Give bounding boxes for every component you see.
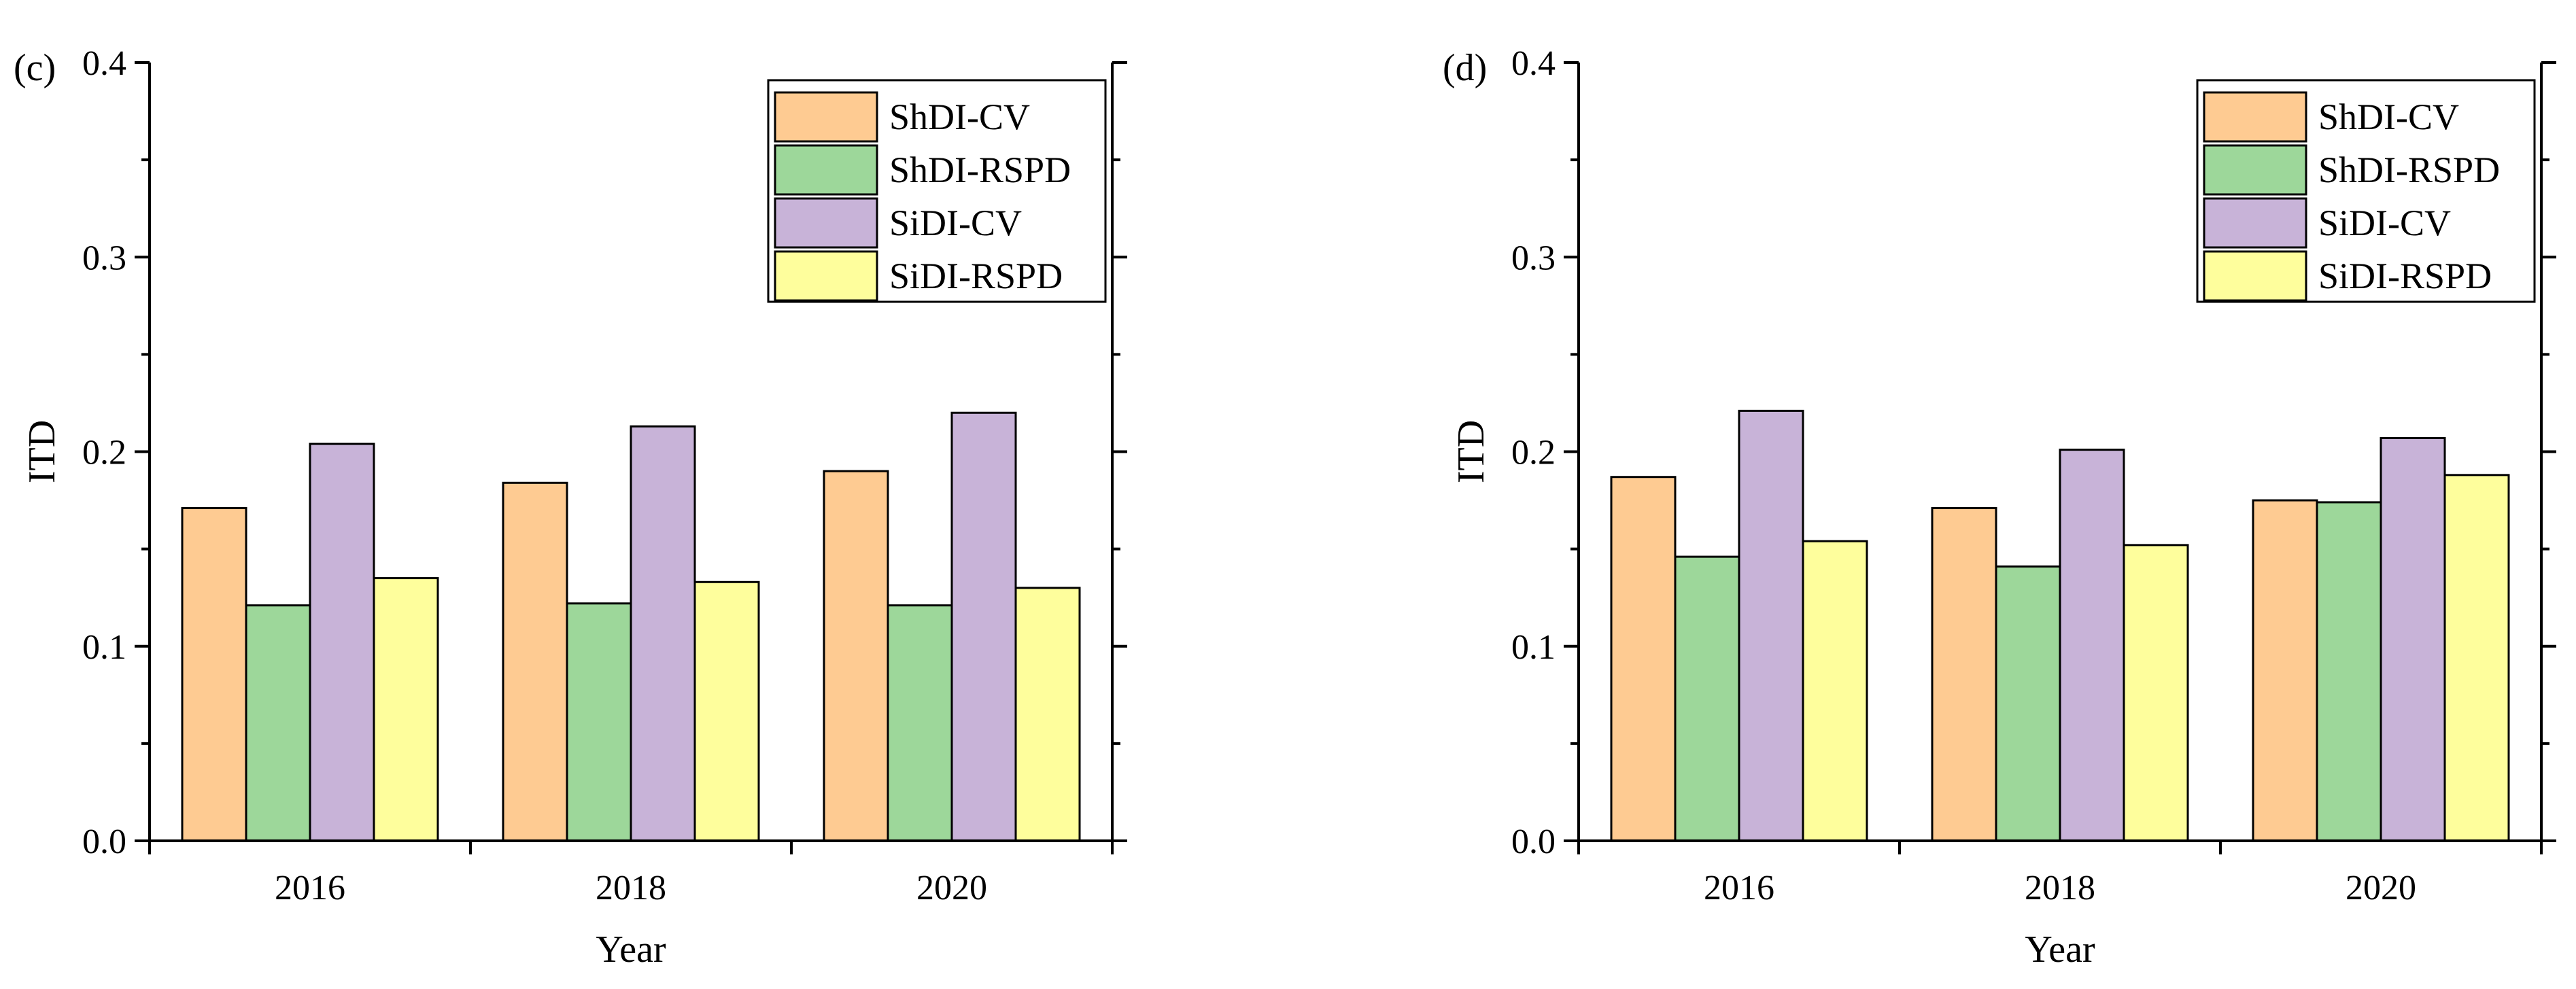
- bar-shdi-cv-2020: [2252, 499, 2318, 842]
- bar-shdi-cv-2018: [502, 481, 568, 842]
- x-tick-label: 2016: [1704, 869, 1774, 907]
- bar-sidi-cv-2016: [309, 443, 375, 842]
- panel-label: (d): [1443, 47, 1487, 89]
- legend-label-sidi-cv: SiDI-CV: [2318, 203, 2451, 243]
- y-tick-label: 0.0: [82, 822, 126, 861]
- bar-shdi-rspd-2020: [887, 604, 953, 842]
- bar-sidi-rspd-2020: [2443, 474, 2510, 842]
- y-tick-label: 0.1: [1511, 628, 1556, 667]
- y-tick-label: 0.0: [1511, 822, 1556, 861]
- legend-swatch-sidi-rspd: [774, 250, 878, 302]
- x-tick-label: 2020: [2346, 869, 2416, 907]
- legend-swatch-shdi-cv: [774, 91, 878, 143]
- y-tick-label: 0.4: [82, 44, 126, 83]
- x-tick-label: 2018: [596, 869, 666, 907]
- bar-sidi-rspd-2020: [1014, 587, 1081, 842]
- legend-label-sidi-rspd: SiDI-RSPD: [2318, 256, 2492, 296]
- y-tick-label: 0.3: [82, 239, 126, 277]
- legend: ShDI-CV ShDI-RSPD SiDI-CV SiDI-RSPD: [767, 79, 1107, 303]
- legend-swatch-shdi-cv: [2203, 91, 2307, 143]
- x-tick-label: 2018: [2025, 869, 2095, 907]
- bar-sidi-cv-2016: [1738, 409, 1804, 842]
- bar-shdi-rspd-2016: [245, 604, 311, 842]
- legend: ShDI-CV ShDI-RSPD SiDI-CV SiDI-RSPD: [2196, 79, 2536, 303]
- legend-label-shdi-cv: ShDI-CV: [2318, 97, 2459, 137]
- x-axis-title: Year: [2025, 929, 2095, 971]
- bar-sidi-cv-2020: [2380, 436, 2446, 842]
- y-tick-label: 0.1: [82, 628, 126, 667]
- bar-shdi-rspd-2016: [1674, 555, 1740, 842]
- y-tick-label: 0.2: [1511, 434, 1556, 472]
- bar-sidi-rspd-2016: [1802, 540, 1868, 842]
- y-tick-label: 0.4: [1511, 44, 1556, 83]
- y-axis-title: ITD: [21, 420, 63, 483]
- legend-swatch-sidi-cv: [2203, 197, 2307, 249]
- panel-label: (c): [14, 47, 56, 89]
- x-tick-label: 2020: [916, 869, 987, 907]
- y-tick-label: 0.2: [82, 434, 126, 472]
- bar-shdi-rspd-2018: [1995, 565, 2061, 842]
- bar-shdi-cv-2018: [1931, 507, 1997, 842]
- legend-swatch-sidi-cv: [774, 197, 878, 249]
- x-tick-label: 2016: [275, 869, 345, 907]
- chart-panel-c: 0.0 0.1 0.2 0.3 0.4 2016 2018 2020 Year ITD (c) ShD…: [14, 44, 1127, 971]
- legend-swatch-sidi-rspd: [2203, 250, 2307, 302]
- legend-swatch-shdi-rspd: [774, 144, 878, 196]
- legend-label-shdi-cv: ShDI-CV: [889, 97, 1030, 137]
- bar-shdi-cv-2020: [823, 470, 889, 842]
- x-axis-title: Year: [596, 929, 666, 971]
- y-tick-label: 0.3: [1511, 239, 1556, 277]
- legend-swatch-shdi-rspd: [2203, 144, 2307, 196]
- bar-sidi-cv-2018: [2059, 449, 2125, 842]
- bar-sidi-cv-2018: [630, 425, 696, 842]
- chart-panel-d: 0.0 0.1 0.2 0.3 0.4 2016 2018 2020 Year ITD (d) ShD…: [1443, 44, 2556, 971]
- bar-shdi-cv-2016: [181, 507, 247, 842]
- bar-sidi-cv-2020: [950, 411, 1017, 842]
- y-axis-title: ITD: [1450, 420, 1492, 483]
- legend-label-sidi-cv: SiDI-CV: [889, 203, 1022, 243]
- bar-shdi-cv-2016: [1610, 476, 1677, 842]
- bar-shdi-rspd-2020: [2316, 501, 2382, 842]
- legend-label-shdi-rspd: ShDI-RSPD: [889, 150, 1071, 190]
- legend-label-shdi-rspd: ShDI-RSPD: [2318, 150, 2500, 190]
- legend-label-sidi-rspd: SiDI-RSPD: [889, 256, 1063, 296]
- bar-sidi-rspd-2018: [2123, 544, 2189, 842]
- bar-sidi-rspd-2016: [373, 577, 439, 842]
- bar-sidi-rspd-2018: [693, 580, 760, 842]
- bar-shdi-rspd-2018: [566, 602, 632, 842]
